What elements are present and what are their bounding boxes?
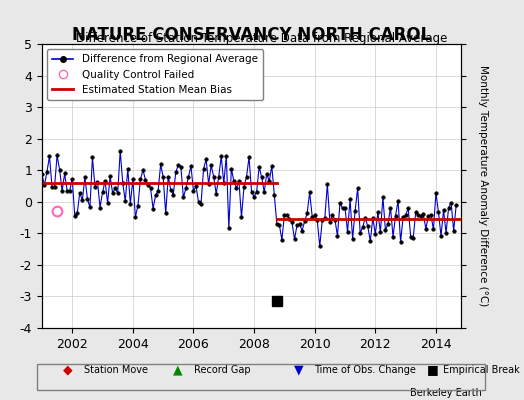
- Text: ■: ■: [427, 364, 438, 376]
- Legend: Difference from Regional Average, Quality Control Failed, Estimated Station Mean: Difference from Regional Average, Qualit…: [47, 49, 263, 100]
- Text: Empirical Break: Empirical Break: [443, 365, 519, 375]
- Text: ◆: ◆: [63, 364, 73, 376]
- Text: ▲: ▲: [173, 364, 183, 376]
- Text: Time of Obs. Change: Time of Obs. Change: [314, 365, 416, 375]
- Y-axis label: Monthly Temperature Anomaly Difference (°C): Monthly Temperature Anomaly Difference (…: [477, 65, 487, 307]
- Text: Berkeley Earth: Berkeley Earth: [410, 388, 482, 398]
- Text: Station Move: Station Move: [84, 365, 148, 375]
- Title: NATURE CONSERVANCY NORTH CAROL: NATURE CONSERVANCY NORTH CAROL: [72, 26, 431, 44]
- Text: ▼: ▼: [294, 364, 303, 376]
- Text: Record Gap: Record Gap: [194, 365, 250, 375]
- Text: Difference of Station Temperature Data from Regional Average: Difference of Station Temperature Data f…: [77, 32, 447, 45]
